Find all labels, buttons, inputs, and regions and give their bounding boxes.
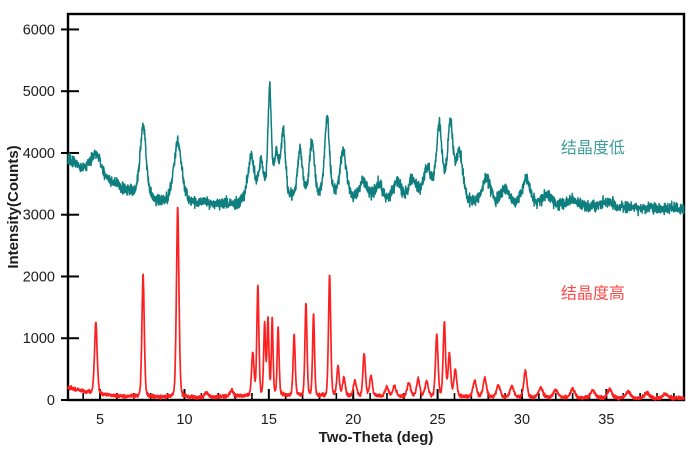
y-tick-label: 4000 [23, 146, 55, 162]
series-curve-low-crystallinity [67, 81, 685, 217]
x-tick-label: 10 [176, 412, 192, 428]
x-tick-label: 25 [430, 412, 446, 428]
series-curves [67, 81, 685, 401]
x-axis-tick-labels: 5 10 15 20 25 30 35 [96, 412, 614, 428]
x-tick-label: 30 [514, 412, 530, 428]
y-tick-label: 0 [47, 393, 55, 409]
y-tick-label: 5000 [23, 84, 55, 100]
axis-tick-marks [61, 28, 675, 401]
x-tick-label: 20 [345, 412, 361, 428]
series-curve-high-crystallinity [67, 206, 685, 401]
y-tick-label: 3000 [23, 208, 55, 224]
y-axis-title: Intensity(Counts) [5, 145, 22, 268]
y-axis-tick-labels: 0 1000 2000 3000 4000 5000 6000 [23, 22, 55, 409]
y-tick-label: 2000 [23, 269, 55, 285]
annotation-high-crystallinity: 结晶度高 [561, 284, 625, 303]
x-tick-label: 5 [96, 412, 104, 428]
y-tick-label: 6000 [23, 22, 55, 38]
x-axis-title: Two-Theta (deg) [319, 429, 434, 446]
x-tick-label: 35 [598, 412, 614, 428]
annotation-low-crystallinity: 结晶度低 [561, 138, 625, 157]
x-tick-label: 15 [261, 412, 277, 428]
y-tick-label: 1000 [23, 331, 55, 347]
